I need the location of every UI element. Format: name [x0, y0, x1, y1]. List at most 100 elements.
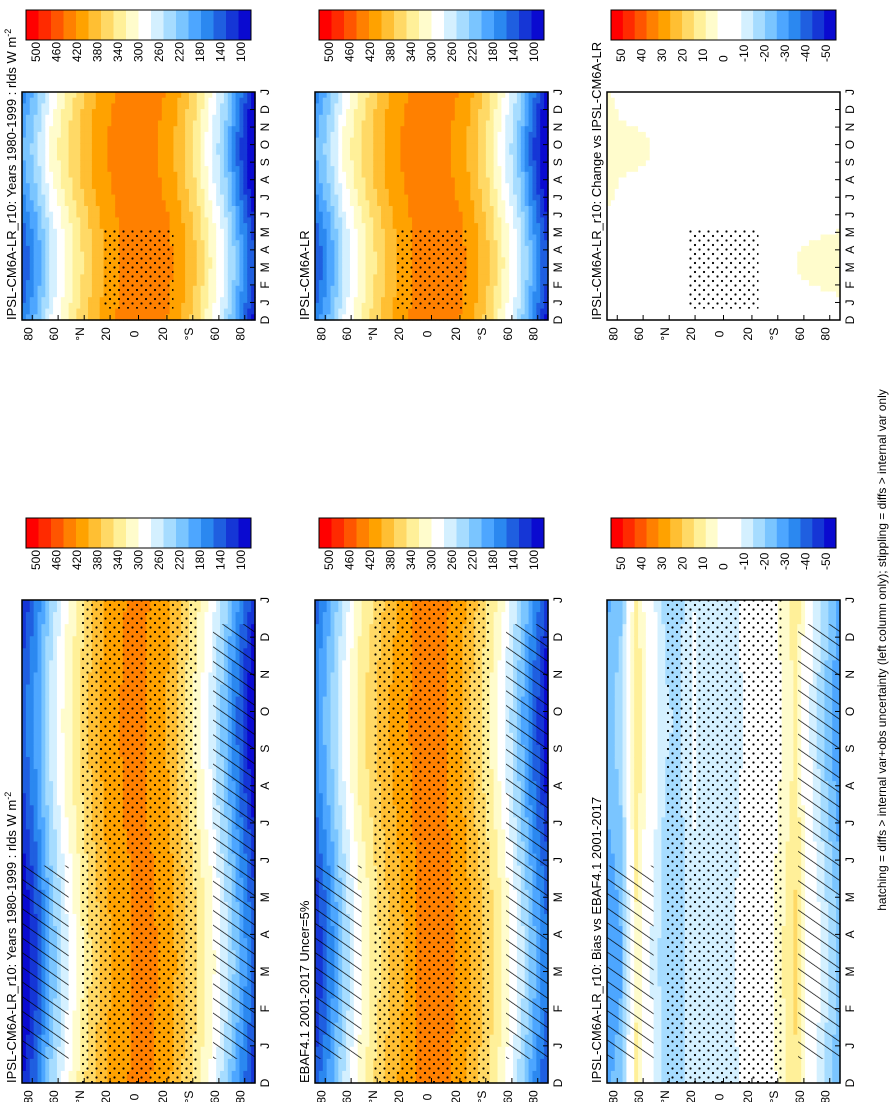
heatmap-cell [49, 280, 54, 287]
heatmap-cell [134, 131, 140, 139]
heatmap-cell [231, 314, 237, 321]
heatmap-cell [49, 612, 54, 625]
heatmap-cell [72, 302, 77, 310]
heatmap-cell [91, 126, 97, 133]
heatmap-cell [76, 149, 81, 156]
heatmap-cell [60, 200, 66, 207]
heatmap-cell [200, 853, 206, 867]
heatmap-cell [107, 217, 112, 224]
heatmap-cell [115, 126, 120, 133]
heatmap-cell [72, 708, 77, 722]
heatmap-cell [126, 160, 132, 167]
heatmap-cell [68, 103, 74, 110]
heatmap-cell [60, 211, 66, 218]
heatmap-cell [315, 684, 320, 698]
heatmap-cell [103, 206, 109, 213]
heatmap-cell [95, 137, 101, 144]
heatmap-cell [99, 177, 105, 184]
heatmap-cell [56, 285, 62, 293]
heatmap-cell [204, 217, 209, 224]
heatmap-cell [111, 223, 116, 230]
heatmap-cell [165, 223, 171, 230]
heatmap-cell [68, 841, 74, 855]
heatmap-cell [88, 183, 93, 190]
heatmap-cell [208, 302, 213, 310]
heatmap-cell [72, 877, 77, 891]
heatmap-cell [204, 986, 209, 1000]
heatmap-cell [33, 131, 39, 139]
heatmap-cell [208, 986, 213, 1000]
heatmap-cell [33, 660, 39, 674]
heatmap-cell [72, 841, 77, 855]
heatmap-cell [251, 166, 256, 173]
heatmap-cell [68, 696, 74, 710]
heatmap-cell [37, 240, 43, 247]
heatmap-cell [68, 998, 74, 1012]
heatmap-cell [88, 274, 93, 281]
heatmap-cell [56, 805, 62, 818]
heatmap-cell [154, 149, 159, 156]
heatmap-cell [115, 154, 120, 161]
heatmap-cell [212, 114, 217, 122]
heatmap-cell [161, 200, 167, 207]
heatmap-cell [212, 97, 217, 104]
heatmap-cell [95, 103, 101, 110]
heatmap-cell [247, 154, 252, 161]
heatmap-cell [25, 120, 31, 127]
heatmap-cell [216, 251, 221, 258]
heatmap-cell [29, 194, 35, 201]
heatmap-cell [130, 103, 136, 110]
heatmap-cell [161, 194, 167, 201]
heatmap-cell [64, 114, 70, 122]
heatmap-cell [200, 97, 206, 104]
heatmap-cell [68, 938, 74, 951]
lat-tick-label: 80 [21, 327, 35, 341]
heatmap-cell [204, 211, 209, 218]
heatmap-cell [60, 297, 66, 304]
heatmap-cell [169, 183, 175, 190]
heatmap-cell [22, 234, 27, 241]
heatmap-cell [315, 648, 320, 661]
heatmap-cell [177, 228, 182, 236]
heatmap-cell [88, 245, 93, 253]
heatmap-cell [208, 708, 213, 722]
heatmap-cell [220, 285, 225, 293]
heatmap-cell [76, 291, 81, 298]
heatmap-cell [64, 245, 70, 253]
heatmap-cell [91, 302, 97, 310]
heatmap-cell [204, 913, 209, 927]
heatmap-cell [29, 160, 35, 167]
heatmap-cell [157, 177, 163, 184]
month-tick-label: A [258, 176, 272, 184]
heatmap-cell [208, 143, 213, 150]
heatmap-cell [84, 149, 89, 156]
heatmap-cell [251, 177, 256, 184]
heatmap-cell [154, 109, 159, 116]
heatmap-cell [208, 234, 213, 241]
heatmap-cell [72, 600, 77, 613]
heatmap-cell [200, 160, 206, 167]
colorbar-label: 100 [234, 550, 248, 570]
month-tick-label: A [258, 246, 272, 254]
heatmap-cell [227, 154, 233, 161]
heatmap-cell [22, 143, 27, 150]
heatmap-cell [208, 103, 213, 110]
heatmap-cell [181, 194, 186, 201]
heatmap-cell [247, 251, 252, 258]
heatmap-cell [49, 177, 54, 184]
heatmap-cell [134, 114, 140, 122]
heatmap-cell [243, 302, 248, 310]
heatmap-cell [53, 194, 58, 201]
heatmap-cell [208, 877, 213, 891]
heatmap-cell [91, 211, 97, 218]
heatmap-cell [130, 217, 136, 224]
heatmap-cell [88, 297, 93, 304]
heatmap-cell [45, 708, 50, 722]
heatmap-cell [208, 1022, 213, 1036]
heatmap-cell [146, 143, 151, 150]
heatmap-cell [157, 160, 163, 167]
heatmap-cell [173, 257, 178, 264]
heatmap-cell [185, 194, 190, 201]
colorbar-segment [38, 10, 52, 40]
heatmap-cell [111, 131, 116, 139]
